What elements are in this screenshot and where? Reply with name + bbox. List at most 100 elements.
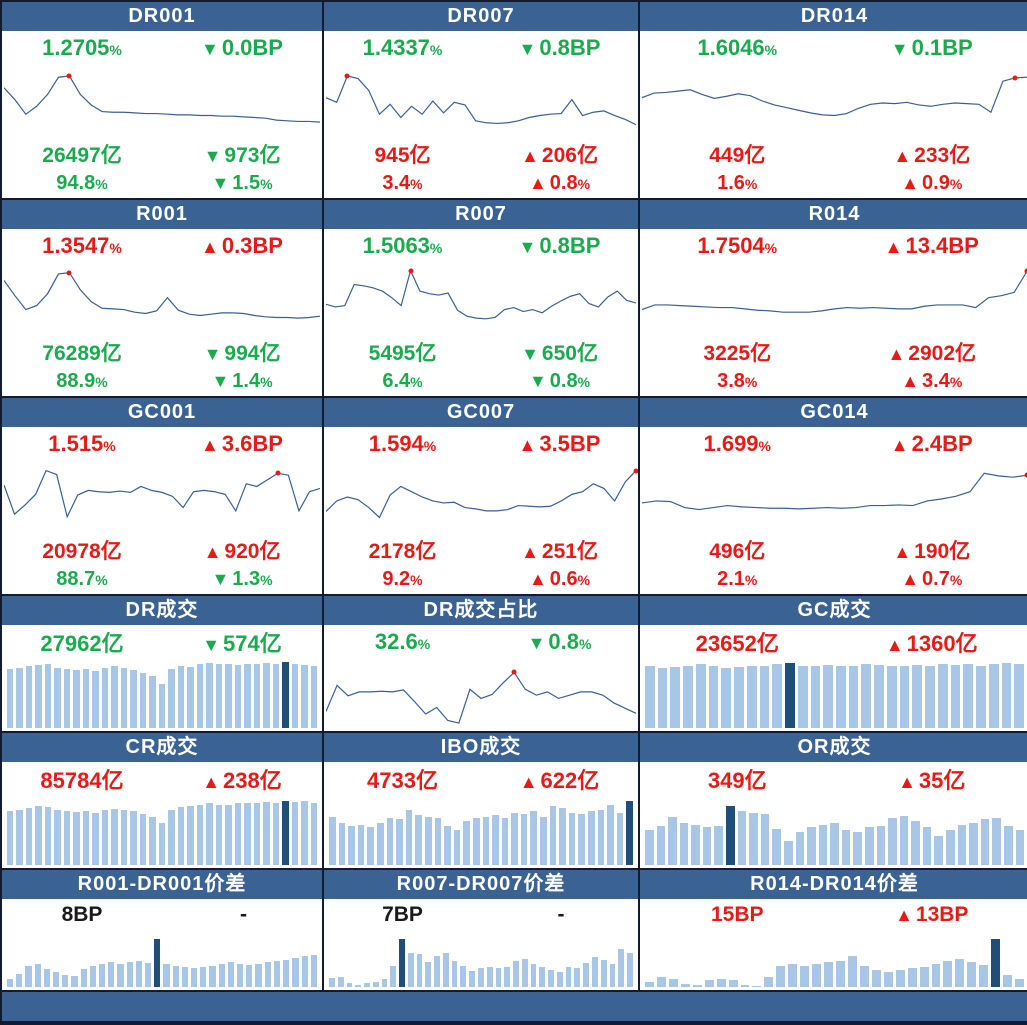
bar xyxy=(607,804,614,865)
spread-stat-row: 15BP ▲ 13BP xyxy=(640,899,1027,930)
rate-change: ▲ 3.5BP xyxy=(481,431,638,457)
bar xyxy=(645,830,654,865)
rate-line-chart xyxy=(642,266,1027,332)
volume-stat-row: 945亿 ▲ 206亿 xyxy=(324,138,638,169)
trend-line xyxy=(326,672,636,723)
bar xyxy=(574,968,581,987)
bar xyxy=(899,816,909,865)
volume-value: 76289亿 xyxy=(2,337,162,367)
panel-title-label: R001-DR001价差 xyxy=(77,873,247,895)
panel-title-label: GC007 xyxy=(446,401,516,423)
volume-change-number: 994 xyxy=(224,341,260,365)
share-stat-row: 88.9% ▼ 1.4% xyxy=(2,367,322,396)
panel-title-label: CR成交 xyxy=(125,736,199,758)
bar xyxy=(451,961,458,987)
share-change-unit: % xyxy=(577,176,591,192)
bar xyxy=(44,664,52,728)
rate-value: 1.515% xyxy=(2,431,162,457)
bar xyxy=(145,962,152,987)
bar xyxy=(847,956,857,987)
rate-stat-row: 1.2705% ▼ 0.0BP xyxy=(2,31,322,65)
change-arrow-icon: ▼ xyxy=(211,569,230,589)
bar xyxy=(1015,829,1025,865)
bar xyxy=(168,669,175,728)
bar xyxy=(301,665,308,728)
stat-change-number: 1360 xyxy=(906,631,956,656)
volume-stat-row: 27962亿 ▼ 574亿 xyxy=(2,625,322,659)
panel-R007: R007 1.5063% ▼ 0.8BP 5495亿 ▼ 650亿 6.4% ▼ 0.… xyxy=(324,200,638,396)
bar xyxy=(859,965,869,987)
bar xyxy=(836,665,846,728)
bar xyxy=(463,820,470,865)
bar xyxy=(386,818,394,865)
bar xyxy=(530,811,538,865)
share-change-number: 0.8 xyxy=(549,370,578,392)
bar xyxy=(695,664,706,728)
change-arrow-icon: ▼ xyxy=(527,633,546,653)
bar xyxy=(492,814,499,865)
bar xyxy=(172,966,179,987)
rate-stat-row: 1.7504% ▲ 13.4BP xyxy=(640,229,1027,263)
panel-title-label: R007-DR007价差 xyxy=(396,873,566,895)
panel-GC014: GC014 1.699% ▲ 2.4BP 496亿 ▲ 190亿 2.1% ▲ 0.7… xyxy=(640,398,1027,594)
stat-value-number: 27962 xyxy=(40,631,102,656)
volume-stat-row: 76289亿 ▼ 994亿 xyxy=(2,336,322,367)
bar xyxy=(540,816,547,865)
bar xyxy=(992,818,1001,865)
bar xyxy=(668,816,677,865)
change-arrow-icon: ▼ xyxy=(201,39,219,59)
bar xyxy=(657,667,668,728)
bar xyxy=(396,819,403,865)
stat-change-number: 35 xyxy=(918,768,944,793)
panel-title: R014 xyxy=(640,200,1027,229)
stat-change-unit: % xyxy=(578,636,592,652)
stat-value: 85784亿 xyxy=(2,763,162,795)
stat-change: ▲ 238亿 xyxy=(162,763,322,795)
rate-change-unit: BP xyxy=(942,35,973,60)
share-change-unit: % xyxy=(949,572,963,588)
rate-stat-row: 1.3547% ▲ 0.3BP xyxy=(2,229,322,263)
volume-unit: 亿 xyxy=(100,341,122,365)
volume-change-number: 920 xyxy=(224,539,260,563)
share-value: 2.1% xyxy=(640,568,835,591)
share-value: 88.9% xyxy=(2,370,162,393)
panel-title-label: DR014 xyxy=(800,5,869,27)
bar xyxy=(969,822,978,865)
bar xyxy=(1003,826,1013,865)
highlight-bar xyxy=(626,801,633,865)
volume-change-unit: 亿 xyxy=(259,539,281,563)
panel-DR成交: DR成交 27962亿 ▼ 574亿 xyxy=(2,596,322,731)
bar xyxy=(511,812,518,865)
stat-value-number: 7 xyxy=(382,902,394,926)
highlight-bar xyxy=(726,806,735,865)
share-stat-row: 1.6% ▲ 0.9% xyxy=(640,169,1027,198)
bar xyxy=(946,829,955,865)
bar xyxy=(702,827,712,865)
bar xyxy=(73,812,80,865)
volume-stat-row: 32.6% ▼ 0.8% xyxy=(324,625,638,659)
rate-change: ▼ 0.8BP xyxy=(481,35,638,61)
bar xyxy=(955,958,965,987)
volume-stat-row: 2178亿 ▲ 251亿 xyxy=(324,534,638,565)
panel-title-label: GC001 xyxy=(127,401,197,423)
share-unit: % xyxy=(410,572,423,588)
volume-change-unit: 亿 xyxy=(576,341,598,365)
bar xyxy=(101,810,109,865)
bar xyxy=(841,829,851,865)
bar xyxy=(800,966,810,987)
trend-line xyxy=(326,271,636,319)
bar xyxy=(472,818,480,865)
bar xyxy=(187,806,194,865)
volume-change: ▲ 251亿 xyxy=(481,535,638,565)
bar xyxy=(234,803,242,865)
panel-R007-DR007价差: R007-DR007价差 7BP - xyxy=(324,870,638,990)
volume-change-unit: 亿 xyxy=(576,143,598,167)
bar xyxy=(25,808,33,865)
volume-change: ▼ 994亿 xyxy=(162,337,322,367)
bar xyxy=(291,802,299,865)
volume-stat-row: 23652亿 ▲ 1360亿 xyxy=(640,625,1027,659)
bar xyxy=(714,826,724,865)
rate-change-number: 0.8 xyxy=(539,233,570,258)
bar xyxy=(1001,663,1012,728)
change-arrow-icon: ▲ xyxy=(521,145,539,166)
